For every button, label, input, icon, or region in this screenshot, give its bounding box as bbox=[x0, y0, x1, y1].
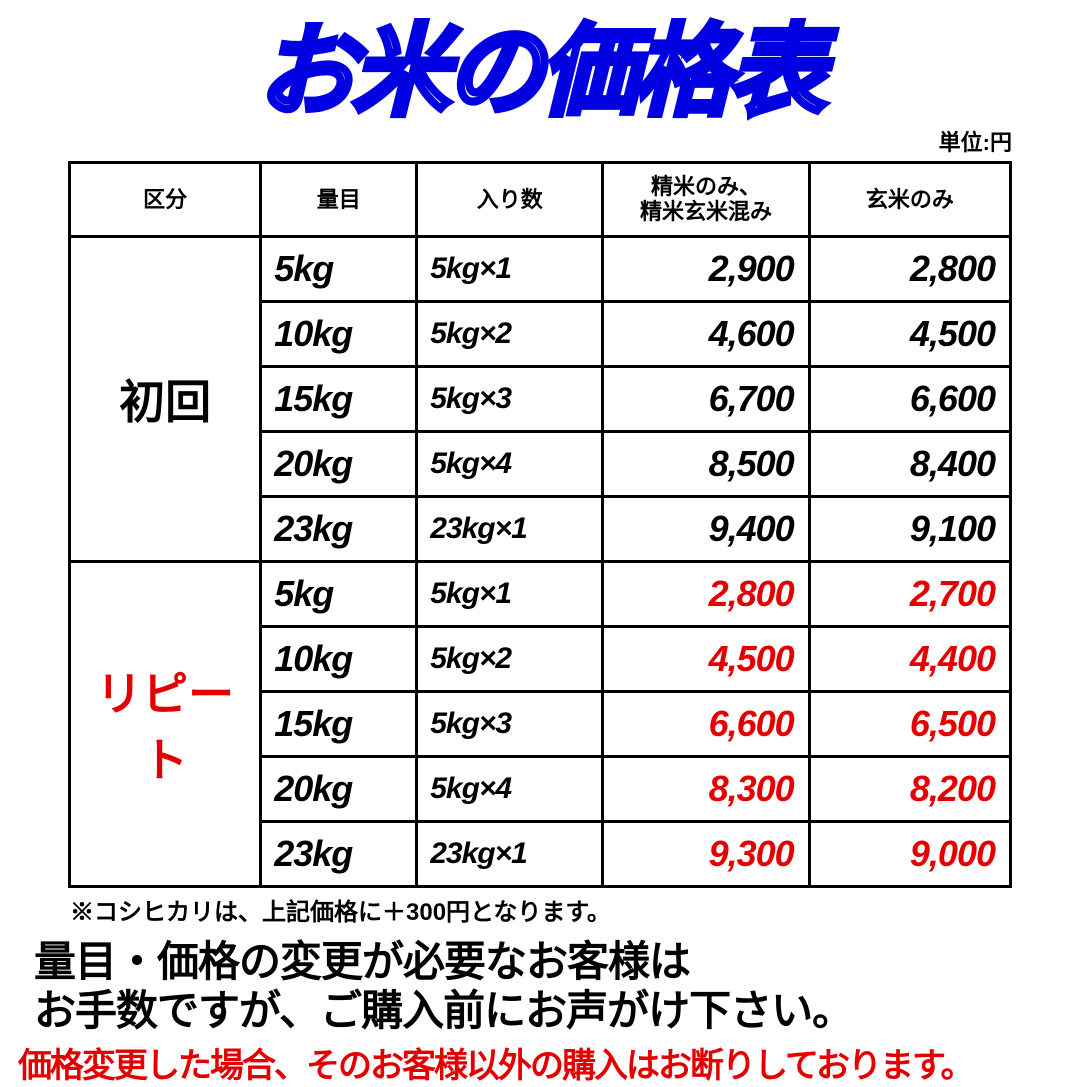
cell-weight: 20kg bbox=[261, 756, 417, 821]
cell-weight: 5kg bbox=[261, 236, 417, 301]
message-red: 価格変更した場合、そのお客様以外の購入はお断りしております。 bbox=[18, 1038, 1080, 1087]
cell-price-mix: 2,900 bbox=[603, 236, 809, 301]
col-price1: 精米のみ、精米玄米混み bbox=[603, 163, 809, 237]
cell-weight: 10kg bbox=[261, 301, 417, 366]
cell-price-mix: 8,500 bbox=[603, 431, 809, 496]
cell-count: 23kg×1 bbox=[417, 496, 603, 561]
cell-price-brown: 9,000 bbox=[809, 821, 1010, 886]
cell-price-mix: 2,800 bbox=[603, 561, 809, 626]
message-black: 量目・価格の変更が必要なお客様はお手数ですが、ご購入前にお声がけ下さい。 bbox=[34, 937, 1080, 1036]
cell-weight: 10kg bbox=[261, 626, 417, 691]
footnote: ※コシヒカリは、上記価格に＋300円となります。 bbox=[70, 892, 1080, 927]
cell-weight: 23kg bbox=[261, 821, 417, 886]
col-count: 入り数 bbox=[417, 163, 603, 237]
cell-price-mix: 4,500 bbox=[603, 626, 809, 691]
cell-price-mix: 6,600 bbox=[603, 691, 809, 756]
cell-price-mix: 4,600 bbox=[603, 301, 809, 366]
cell-price-brown: 2,800 bbox=[809, 236, 1010, 301]
cell-count: 5kg×4 bbox=[417, 431, 603, 496]
cell-price-brown: 2,700 bbox=[809, 561, 1010, 626]
cell-count: 5kg×3 bbox=[417, 691, 603, 756]
cell-price-brown: 4,500 bbox=[809, 301, 1010, 366]
table-row: リピート5kg5kg×12,8002,700 bbox=[70, 561, 1011, 626]
cell-weight: 23kg bbox=[261, 496, 417, 561]
cell-count: 5kg×2 bbox=[417, 626, 603, 691]
col-category: 区分 bbox=[70, 163, 261, 237]
col-weight: 量目 bbox=[261, 163, 417, 237]
group-label: リピート bbox=[70, 561, 261, 886]
group-label: 初回 bbox=[70, 236, 261, 561]
cell-price-mix: 9,300 bbox=[603, 821, 809, 886]
table-header-row: 区分 量目 入り数 精米のみ、精米玄米混み 玄米のみ bbox=[70, 163, 1011, 237]
price-table: 区分 量目 入り数 精米のみ、精米玄米混み 玄米のみ 初回5kg5kg×12,9… bbox=[68, 161, 1012, 888]
cell-price-mix: 6,700 bbox=[603, 366, 809, 431]
cell-price-brown: 6,600 bbox=[809, 366, 1010, 431]
cell-weight: 20kg bbox=[261, 431, 417, 496]
cell-count: 5kg×3 bbox=[417, 366, 603, 431]
cell-count: 5kg×2 bbox=[417, 301, 603, 366]
cell-weight: 5kg bbox=[261, 561, 417, 626]
cell-price-mix: 9,400 bbox=[603, 496, 809, 561]
cell-price-mix: 8,300 bbox=[603, 756, 809, 821]
cell-weight: 15kg bbox=[261, 691, 417, 756]
cell-price-brown: 4,400 bbox=[809, 626, 1010, 691]
cell-price-brown: 6,500 bbox=[809, 691, 1010, 756]
col-price2: 玄米のみ bbox=[809, 163, 1010, 237]
cell-price-brown: 8,200 bbox=[809, 756, 1010, 821]
cell-price-brown: 8,400 bbox=[809, 431, 1010, 496]
cell-count: 5kg×1 bbox=[417, 236, 603, 301]
cell-count: 23kg×1 bbox=[417, 821, 603, 886]
cell-count: 5kg×4 bbox=[417, 756, 603, 821]
cell-weight: 15kg bbox=[261, 366, 417, 431]
cell-count: 5kg×1 bbox=[417, 561, 603, 626]
cell-price-brown: 9,100 bbox=[809, 496, 1010, 561]
page-title: お米の価格表 bbox=[11, 0, 1069, 135]
table-row: 初回5kg5kg×12,9002,800 bbox=[70, 236, 1011, 301]
